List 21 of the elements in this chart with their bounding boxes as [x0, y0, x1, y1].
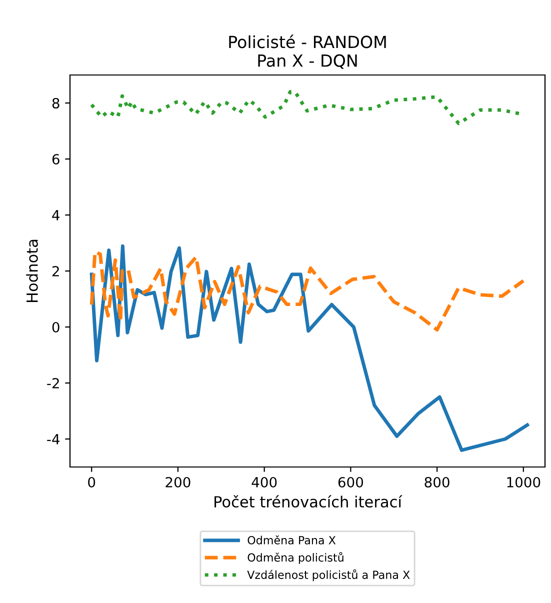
x-tick-label: 600	[338, 476, 364, 488]
y-tick-label: 2	[52, 266, 59, 276]
y-axis-title: Hodnota	[26, 240, 38, 302]
y-tick-label: 8	[52, 98, 60, 108]
x-tick-label: 0	[88, 476, 96, 488]
y-tick-label: -4	[47, 434, 60, 444]
y-tick-label: -2	[47, 378, 59, 388]
legend-label: Odměna Pana X	[248, 535, 336, 544]
y-tick-label: 0	[52, 322, 60, 332]
legend-label: Vzdálenost policistů a Pana X	[247, 569, 410, 582]
x-tick-label: 1000	[507, 476, 540, 488]
x-tick-label: 800	[424, 476, 450, 488]
chart-title: Policisté - RANDOM Pan X - DQN	[229, 34, 386, 69]
y-tick-label: 6	[52, 154, 60, 164]
line-series	[90, 244, 530, 452]
line-series	[90, 250, 526, 332]
x-axis-title: Počet trénovacích iterací	[214, 495, 402, 508]
legend-label: Odměna policistů	[248, 552, 344, 564]
x-tick-label: 400	[252, 476, 277, 488]
y-tick-label: 4	[52, 210, 60, 220]
x-tick-label: 200	[166, 476, 190, 488]
